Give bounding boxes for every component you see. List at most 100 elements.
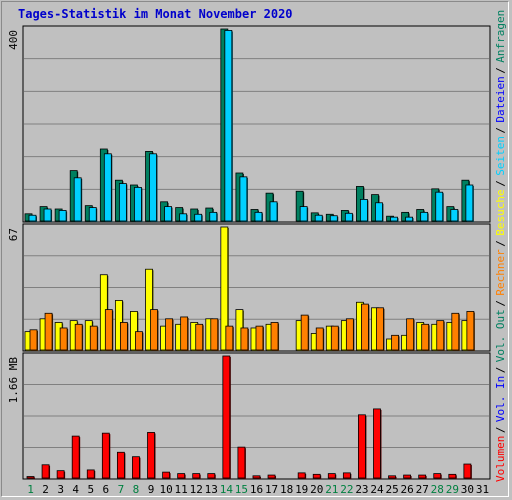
legend-separator: / bbox=[494, 367, 507, 374]
bar-requests-day-19 bbox=[295, 190, 304, 222]
bar-volume-day-8 bbox=[132, 456, 140, 479]
bar-volume-day-5 bbox=[86, 469, 95, 479]
bar-files-day-29 bbox=[450, 209, 459, 222]
bar-volume-day-4 bbox=[71, 435, 80, 479]
bar-files-day-12 bbox=[194, 213, 203, 222]
bar-files-day-7 bbox=[118, 183, 127, 222]
x-tick-label-day-18: 18 bbox=[280, 483, 293, 496]
bar-volume-day-2 bbox=[41, 464, 50, 479]
bar-hosts-day-20 bbox=[315, 327, 324, 351]
bar-volume-day-27 bbox=[418, 474, 427, 479]
y-max-label-requests: 400 bbox=[7, 30, 20, 50]
bar-hosts-day-25 bbox=[391, 334, 399, 351]
x-tick-label-day-27: 27 bbox=[416, 483, 429, 496]
x-tick-label-day-23: 23 bbox=[355, 483, 368, 496]
bar-hosts-day-16 bbox=[255, 325, 264, 351]
legend-rechner: Rechner bbox=[494, 249, 507, 296]
bar-files-day-3 bbox=[58, 210, 67, 222]
bar-files-day-11 bbox=[179, 213, 188, 222]
bar-hosts-day-28 bbox=[436, 320, 445, 351]
bar-volume-day-10 bbox=[162, 471, 170, 479]
bar-volume-day-26 bbox=[403, 474, 412, 479]
x-tick-label-day-10: 10 bbox=[159, 483, 172, 496]
legend-anfragen: Anfragen bbox=[494, 10, 507, 63]
legend-separator: / bbox=[494, 300, 507, 307]
bar-files-day-2 bbox=[43, 208, 52, 222]
x-tick-label-day-24: 24 bbox=[370, 483, 384, 496]
legend-separator: / bbox=[494, 67, 507, 74]
bar-volume-day-28 bbox=[433, 473, 442, 479]
bar-files-day-17 bbox=[269, 201, 278, 222]
bar-files-day-23 bbox=[360, 198, 368, 222]
bar-volume-day-20 bbox=[312, 473, 321, 479]
x-tick-label-day-2: 2 bbox=[42, 483, 49, 496]
x-tick-label-day-20: 20 bbox=[310, 483, 323, 496]
bar-hosts-day-14 bbox=[225, 325, 234, 351]
bar-hosts-day-7 bbox=[119, 322, 128, 351]
x-tick-label-day-13: 13 bbox=[205, 483, 218, 496]
x-tick-label-day-31: 31 bbox=[476, 483, 489, 496]
legend-separator: / bbox=[494, 180, 507, 187]
bar-hosts-day-10 bbox=[165, 318, 173, 351]
bar-requests-day-26 bbox=[401, 211, 410, 222]
chart-title: Tages-Statistik im Monat November 2020 bbox=[18, 7, 293, 21]
bar-volume-day-30 bbox=[463, 463, 472, 479]
bar-volume-day-17 bbox=[267, 474, 276, 479]
bar-volume-day-11 bbox=[177, 473, 186, 479]
bar-volume-day-1 bbox=[26, 476, 35, 479]
bar-hosts-day-21 bbox=[330, 325, 339, 351]
bar-volume-day-12 bbox=[192, 473, 201, 479]
bar-files-day-6 bbox=[103, 153, 112, 222]
bar-volume-day-19 bbox=[297, 472, 306, 479]
bar-volume-day-24 bbox=[373, 408, 381, 479]
bar-visits-day-14 bbox=[220, 226, 229, 351]
bar-files-day-26 bbox=[405, 216, 414, 222]
bar-hosts-day-27 bbox=[421, 323, 430, 351]
legend-besuche: Besuche bbox=[494, 189, 507, 235]
bar-files-day-8 bbox=[134, 186, 142, 222]
bar-hosts-day-13 bbox=[210, 318, 219, 351]
bar-hosts-day-8 bbox=[135, 331, 143, 351]
bar-hosts-day-2 bbox=[44, 312, 53, 351]
bar-volume-day-21 bbox=[327, 473, 336, 479]
bar-files-day-16 bbox=[254, 211, 263, 222]
legend-separator: / bbox=[494, 127, 507, 134]
bar-volume-day-22 bbox=[342, 472, 351, 479]
bar-volume-day-15 bbox=[237, 446, 246, 479]
bar-files-day-27 bbox=[420, 211, 429, 222]
bar-volume-day-3 bbox=[56, 470, 65, 479]
x-tick-label-day-17: 17 bbox=[265, 483, 278, 496]
legend-vol-in: Vol. In bbox=[494, 376, 507, 422]
x-tick-label-day-5: 5 bbox=[87, 483, 94, 496]
bar-files-day-19 bbox=[299, 206, 308, 222]
bar-volume-day-9 bbox=[147, 432, 155, 479]
bar-files-day-4 bbox=[73, 177, 82, 222]
legend-separator: / bbox=[494, 426, 507, 433]
x-tick-label-day-15: 15 bbox=[235, 483, 248, 496]
bar-hosts-day-9 bbox=[150, 309, 158, 351]
x-tick-label-day-1: 1 bbox=[27, 483, 34, 496]
bar-volume-day-25 bbox=[388, 475, 396, 479]
y-max-label-volume: 1.66 MB bbox=[7, 357, 20, 404]
bar-files-day-1 bbox=[28, 214, 37, 222]
bar-hosts-day-23 bbox=[361, 303, 369, 351]
bar-hosts-day-6 bbox=[104, 309, 113, 351]
x-tick-label-day-4: 4 bbox=[72, 483, 79, 496]
legend-volumen: Volumen bbox=[494, 436, 507, 482]
bar-hosts-day-17 bbox=[270, 322, 279, 351]
x-tick-label-day-6: 6 bbox=[103, 483, 110, 496]
bar-files-day-28 bbox=[435, 191, 444, 222]
x-tick-label-day-3: 3 bbox=[57, 483, 64, 496]
x-tick-label-day-14: 14 bbox=[220, 483, 234, 496]
bar-files-day-30 bbox=[465, 184, 474, 222]
right-legend: Volumen / Vol. In / Vol. Out / Rechner / Besuche… bbox=[494, 10, 507, 482]
x-tick-label-day-28: 28 bbox=[431, 483, 444, 496]
bar-files-day-20 bbox=[314, 214, 323, 222]
bar-volume-day-29 bbox=[448, 473, 457, 479]
bar-volume-day-23 bbox=[358, 414, 366, 479]
x-tick-label-day-11: 11 bbox=[175, 483, 188, 496]
bar-hosts-day-22 bbox=[345, 318, 354, 351]
x-tick-label-day-21: 21 bbox=[325, 483, 338, 496]
